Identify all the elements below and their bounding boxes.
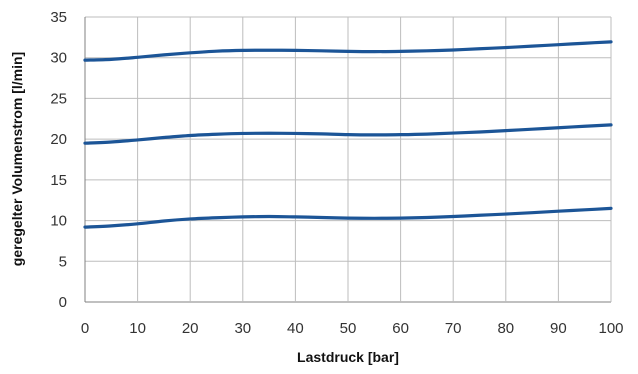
x-axis-title: Lastdruck [bar] [297, 349, 399, 365]
series-line-2 [83, 123, 613, 145]
y-tick-label: 15 [50, 172, 67, 189]
y-tick-labels: 0 5 10 15 20 25 30 35 [50, 9, 67, 311]
y-tick-label: 10 [50, 213, 67, 230]
x-tick-label: 80 [497, 320, 514, 337]
x-tick-label: 30 [234, 320, 251, 337]
x-tick-label: 100 [598, 320, 623, 337]
x-tick-label: 70 [445, 320, 462, 337]
y-tick-label: 25 [50, 90, 67, 107]
x-tick-label: 50 [340, 320, 357, 337]
y-tick-label: 0 [59, 294, 67, 311]
y-tick-label: 5 [59, 253, 67, 270]
grid [84, 16, 612, 303]
series-lines [83, 40, 613, 229]
x-tick-label: 10 [129, 320, 146, 337]
x-tick-label: 90 [550, 320, 567, 337]
series-line-3 [83, 40, 613, 62]
y-tick-label: 20 [50, 131, 67, 148]
y-tick-label: 30 [50, 50, 67, 67]
x-tick-labels: 0 10 20 30 40 50 60 70 80 90 100 [81, 320, 624, 337]
x-tick-label: 20 [182, 320, 199, 337]
x-tick-label: 0 [81, 320, 89, 337]
x-tick-label: 40 [287, 320, 304, 337]
y-axis-title: geregelter Volumenstrom [l/min] [9, 52, 25, 266]
y-tick-label: 35 [50, 9, 67, 26]
x-tick-label: 60 [392, 320, 409, 337]
series-line-1 [83, 206, 613, 229]
